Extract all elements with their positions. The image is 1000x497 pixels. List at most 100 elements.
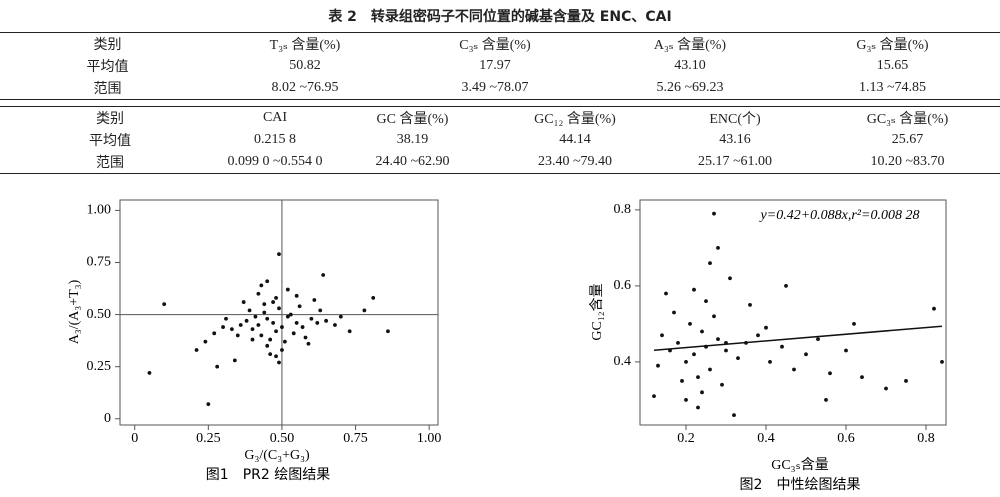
point — [656, 363, 660, 368]
point — [277, 252, 281, 257]
point — [315, 321, 320, 325]
figure-caption: 图2 中性绘图结果 — [740, 477, 861, 493]
point — [229, 327, 234, 332]
table-cell: 范围 — [93, 82, 122, 97]
table-cell: 0.099 0 ~0.554 0 — [227, 154, 323, 169]
table-cell: 1.13 ~74.85 — [858, 80, 927, 95]
point — [274, 329, 278, 334]
point — [162, 302, 167, 307]
point — [232, 358, 237, 363]
x-tick-label: 0 — [131, 431, 138, 446]
point — [215, 364, 220, 369]
y-axis-label: GC₁₂含量 — [589, 283, 605, 340]
point — [294, 321, 299, 325]
table-cell: 平均值 — [89, 134, 131, 149]
table-row: 范围 0.099 0 ~0.554 0 24.40 ~62.90 23.40 ~79.… — [0, 151, 1000, 174]
table-cell: 25.17 ~61.00 — [697, 154, 773, 169]
x-tick-label: 0.4 — [757, 431, 775, 446]
point — [724, 348, 728, 353]
point — [792, 367, 796, 372]
x-tick-label: 0.50 — [270, 431, 295, 446]
point — [768, 360, 772, 364]
point — [265, 279, 270, 284]
point — [306, 341, 311, 346]
point — [748, 302, 752, 307]
x-tick-label: 0.25 — [196, 431, 221, 446]
point — [265, 343, 270, 348]
table-cell: G₃ₛ 含量(%) — [856, 38, 929, 53]
y-tick-label: 0.8 — [614, 202, 632, 217]
point — [259, 333, 264, 338]
point — [940, 360, 944, 364]
point — [704, 299, 708, 303]
point — [684, 398, 688, 402]
point — [256, 323, 261, 327]
table-cell: A₃ₛ 含量(%) — [653, 38, 727, 53]
table-cell: 44.14 — [559, 132, 591, 147]
table-title: 表 2 转录组密码子不同位置的碱基含量及 ENC、CAI — [328, 9, 672, 25]
point — [716, 245, 720, 250]
point — [303, 335, 308, 340]
point — [904, 379, 908, 383]
point — [274, 354, 278, 359]
point — [696, 405, 700, 410]
point — [312, 298, 317, 302]
x-tick-label: 1.00 — [417, 431, 442, 446]
x-tick-label: 0.6 — [837, 431, 855, 446]
table-cell: GC 含量(%) — [376, 112, 449, 127]
point — [321, 273, 326, 277]
point — [816, 337, 820, 342]
point — [333, 323, 337, 327]
point — [288, 312, 293, 317]
point — [221, 325, 225, 329]
point — [680, 379, 684, 383]
point — [672, 310, 676, 315]
table-cell: 0.215 8 — [254, 132, 296, 147]
point — [716, 337, 720, 342]
point — [712, 211, 716, 216]
table-cell: 17.97 — [479, 58, 511, 73]
point — [684, 360, 688, 364]
y-tick-label: 0 — [104, 411, 111, 426]
y-tick-label: 0.25 — [87, 359, 112, 374]
point — [828, 371, 832, 376]
point — [692, 287, 696, 292]
point — [262, 302, 267, 307]
y-tick-label: 0.6 — [614, 278, 632, 293]
y-axis-label: A₃/(A₃+T₃) — [67, 279, 82, 344]
point — [147, 371, 152, 375]
table-row: 范围 8.02 ~76.95 3.49 ~78.07 5.26 ~69.23 1.13 … — [0, 77, 1000, 100]
point — [676, 341, 680, 345]
annotation: y=0.42+0.088x,r²=0.008 28 — [759, 208, 920, 223]
figure-caption: 图1 PR2 绘图结果 — [206, 467, 330, 483]
point — [784, 283, 788, 288]
point — [285, 287, 290, 292]
point — [692, 352, 696, 357]
point — [688, 322, 692, 326]
x-tick-label: 0.8 — [917, 431, 935, 446]
table-cell: 43.10 — [674, 58, 706, 73]
point — [708, 367, 712, 372]
point — [235, 333, 240, 338]
point — [309, 316, 314, 321]
table-cell: CAI — [262, 110, 288, 125]
table-top: 类别 T₃ₛ 含量(%) C₃ₛ 含量(%) A₃ₛ 含量(%) G₃ₛ 含量(%) 平均… — [0, 32, 1000, 100]
point — [338, 314, 343, 319]
point — [206, 402, 211, 407]
point — [371, 296, 376, 300]
y-tick-label: 1.00 — [87, 203, 112, 218]
table-bottom: 类别 CAI GC 含量(%) GC₁₂ 含量(%) ENC(个) GC₃ₛ 含量(%) 平… — [0, 106, 1000, 174]
trend-line — [653, 325, 943, 352]
y-tick-label: 0.75 — [87, 255, 112, 270]
point — [860, 375, 864, 380]
table-cell: 38.19 — [396, 132, 429, 147]
point — [780, 344, 784, 349]
point — [300, 325, 305, 329]
point — [696, 375, 700, 380]
point — [712, 314, 716, 319]
point — [652, 394, 656, 399]
point — [271, 300, 276, 304]
point — [277, 306, 281, 311]
